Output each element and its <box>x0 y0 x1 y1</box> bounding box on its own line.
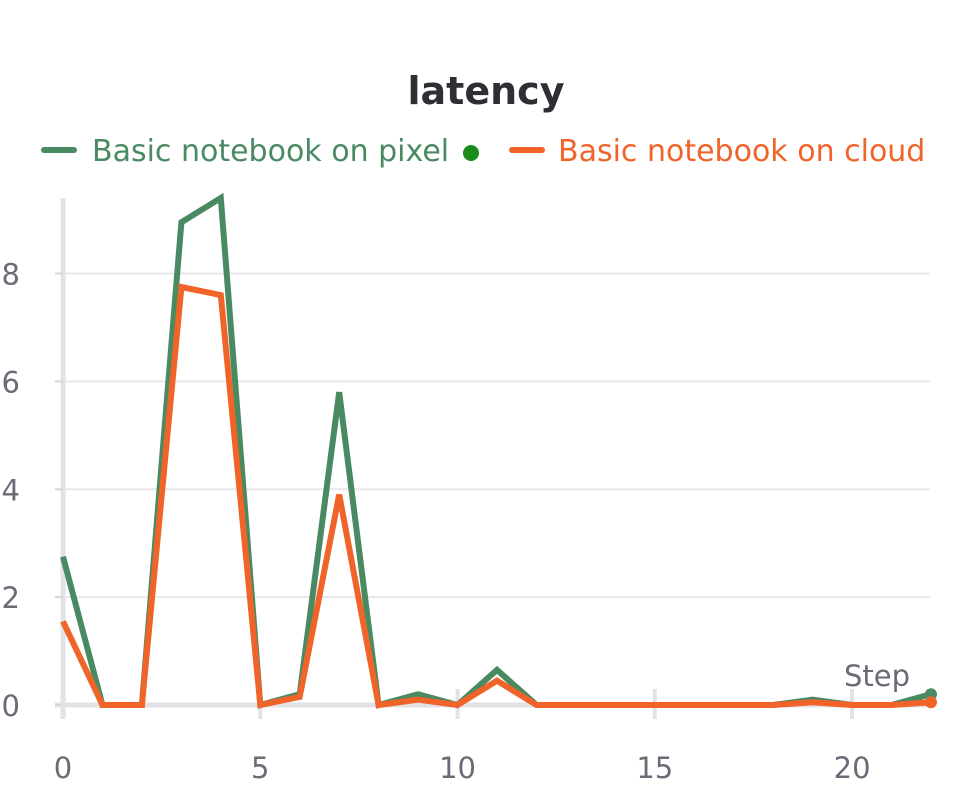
chart-title: latency <box>408 69 565 113</box>
legend-label-cloud: Basic notebook on cloud <box>558 134 925 169</box>
legend-item-cloud[interactable]: Basic notebook on cloud <box>509 134 925 169</box>
y-tick-label-2: 2 <box>2 581 20 615</box>
legend-active-dot <box>463 145 479 161</box>
y-tick-label-8: 8 <box>2 258 20 292</box>
x-tick-label-20: 20 <box>834 751 871 785</box>
y-tick-label-0: 0 <box>2 689 20 723</box>
axes: 0 2 4 6 8 0 5 10 15 20 <box>2 198 930 785</box>
legend-label-pixel: Basic notebook on pixel <box>92 134 449 169</box>
legend-item-pixel[interactable]: Basic notebook on pixel <box>41 134 479 169</box>
grid <box>63 272 930 599</box>
x-axis-label: Step <box>844 659 910 693</box>
y-tick-label-4: 4 <box>2 473 20 507</box>
x-tick-label-0: 0 <box>54 751 72 785</box>
legend: Basic notebook on pixel Basic notebook o… <box>41 134 925 169</box>
series-end-point-cloud <box>925 696 937 709</box>
series-lines <box>60 192 937 709</box>
x-tick-label-15: 15 <box>636 751 673 785</box>
y-tick-label-6: 6 <box>2 365 20 399</box>
series-line-cloud <box>60 283 932 709</box>
x-tick-label-10: 10 <box>439 751 476 785</box>
x-tick-label-5: 5 <box>251 751 269 785</box>
